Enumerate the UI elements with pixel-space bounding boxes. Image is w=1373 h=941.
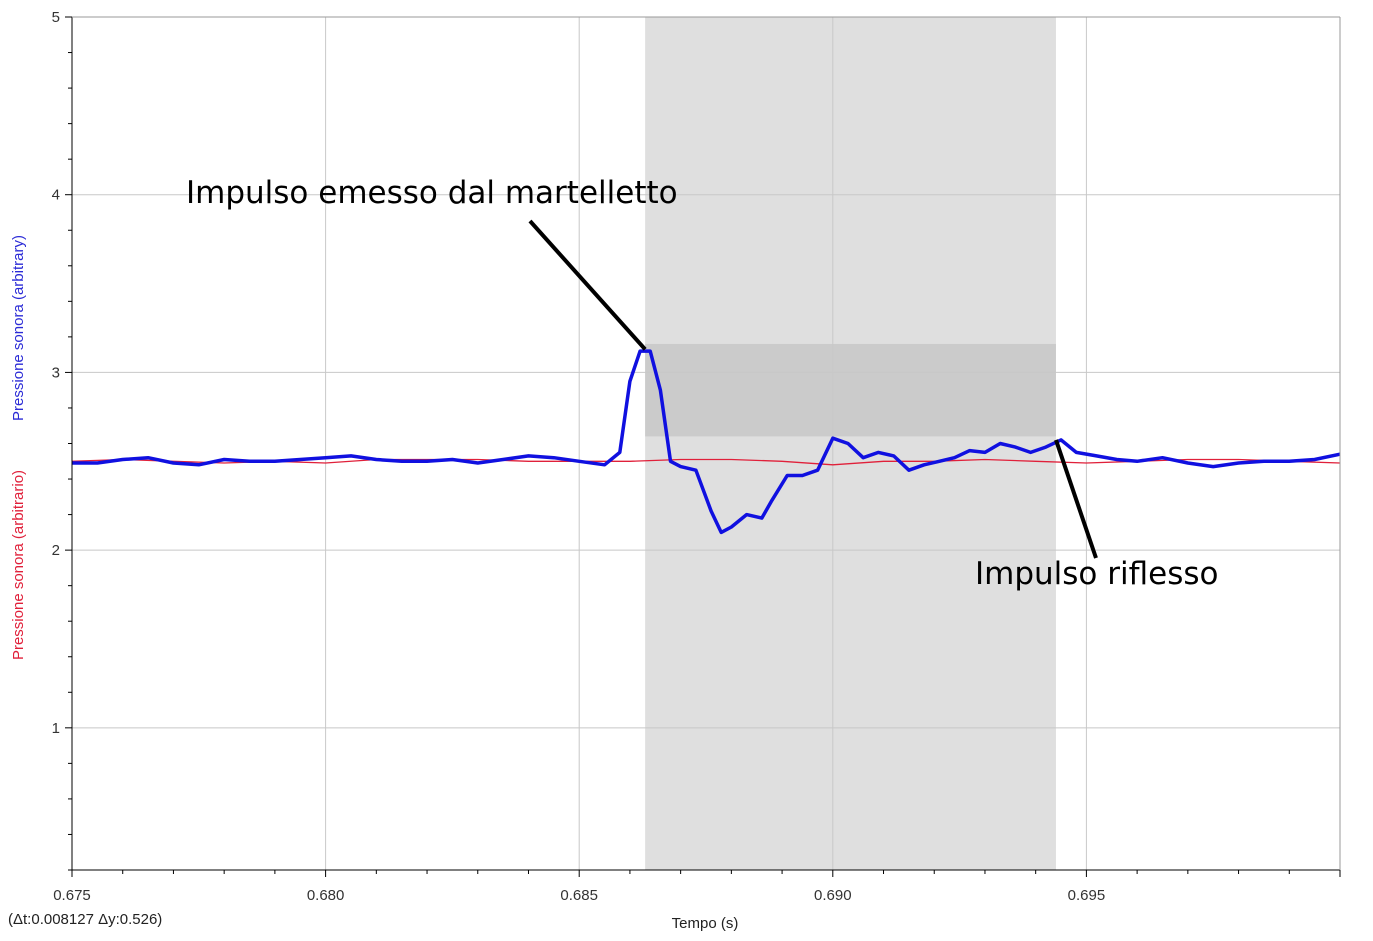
y-axis-title-blue: Pressione sonora (arbitrary)	[10, 235, 27, 421]
series-line-blue	[72, 349, 1341, 535]
x-tick-label: 0.690	[814, 887, 852, 904]
tick-labels: 0.675 0.680 0.685 0.690 0.695 1 2 3 4 5	[52, 9, 1106, 904]
ticks	[65, 16, 1341, 877]
annotation-pointer-reflected	[1054, 439, 1098, 559]
y-tick-label: 5	[52, 9, 60, 26]
x-tick-label: 0.695	[1068, 887, 1106, 904]
x-tick-label: 0.685	[560, 887, 598, 904]
x-axis-title: Tempo (s)	[672, 915, 739, 932]
annotation-emitted-pulse: Impulso emesso dal martelletto	[186, 175, 678, 211]
y-tick-label: 1	[52, 720, 60, 737]
y-tick-label: 4	[52, 187, 60, 204]
annotation-pointer-emitted	[528, 219, 647, 351]
y-axis-title-red: Pressione sonora (arbitrario)	[10, 470, 27, 660]
y-tick-label: 3	[52, 364, 60, 381]
x-tick-label: 0.680	[307, 887, 345, 904]
annotation-reflected-pulse: Impulso riflesso	[975, 556, 1218, 592]
x-tick-label: 0.675	[53, 887, 91, 904]
delta-readout: (Δt:0.008127 Δy:0.526)	[8, 911, 162, 928]
selection-delta-box	[645, 343, 1056, 437]
y-tick-label: 2	[52, 542, 60, 559]
series-layer	[71, 349, 1341, 535]
